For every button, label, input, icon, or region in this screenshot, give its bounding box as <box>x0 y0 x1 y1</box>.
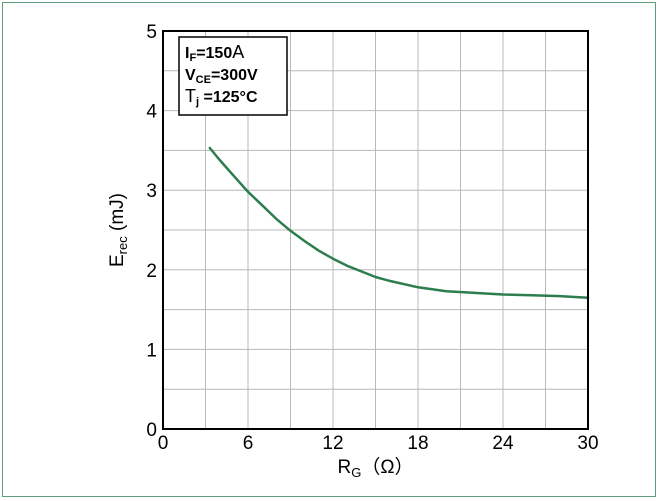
y-tick-label: 2 <box>146 261 157 282</box>
legend-line-voltage: VCE=300V <box>185 67 258 86</box>
y-tick-label: 0 <box>146 420 157 441</box>
y-tick-label: 4 <box>146 102 157 123</box>
x-tick-label: 18 <box>407 433 428 454</box>
y-tick-label: 3 <box>146 181 157 202</box>
x-tick-label: 12 <box>322 433 343 454</box>
legend-line-current: IF=150A <box>185 42 244 64</box>
plot-area-border <box>162 30 589 430</box>
conditions-legend: IF=150A VCE=300V Tj =125°C <box>178 36 288 116</box>
x-tick-label: 24 <box>492 433 514 454</box>
grid-layer <box>163 31 588 429</box>
y-tick-label: 5 <box>146 22 157 43</box>
x-axis-title: RG（Ω） <box>337 456 413 480</box>
x-tick-label: 6 <box>243 433 254 454</box>
legend-line-temperature: Tj =125°C <box>185 86 258 108</box>
y-axis-title: Erec (mJ) <box>107 193 130 267</box>
y-tick-label: 1 <box>146 340 157 361</box>
x-tick-label: 0 <box>158 433 169 454</box>
chart-frame: 0 6 12 18 24 30 0 1 2 3 4 5 RG（Ω） Erec (mJ) IF=150A… <box>2 2 656 497</box>
series-line <box>208 146 590 299</box>
x-tick-label: 30 <box>577 433 598 454</box>
series-layer <box>208 146 590 299</box>
legend-border <box>178 36 288 116</box>
